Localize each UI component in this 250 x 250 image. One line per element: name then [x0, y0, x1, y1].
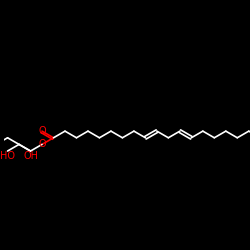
Text: HO: HO	[0, 151, 15, 161]
Text: O: O	[38, 140, 46, 149]
Text: O: O	[38, 126, 46, 136]
Text: OH: OH	[23, 151, 38, 161]
